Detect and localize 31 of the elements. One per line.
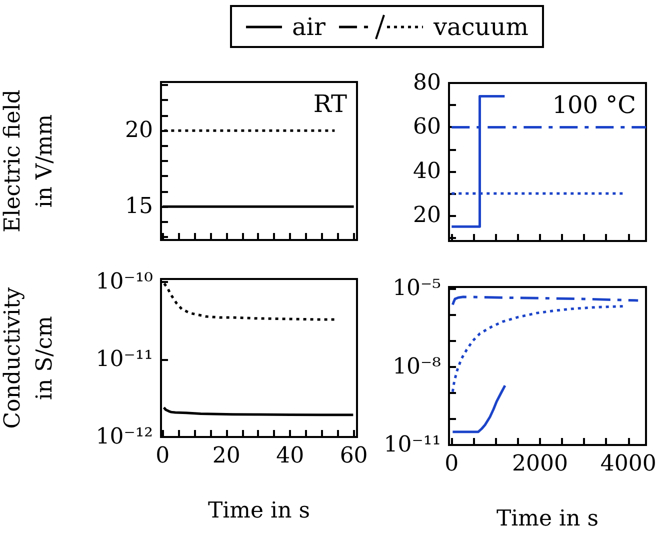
x-tick-label: 40 bbox=[276, 444, 304, 468]
x-tick-label: 60 bbox=[340, 444, 368, 468]
line-series bbox=[451, 384, 506, 434]
x-axis-title: Time in s bbox=[208, 498, 310, 524]
y-axis-title: Electric field in V/mm bbox=[0, 90, 58, 232]
y-tick-label: 10⁻¹¹ bbox=[96, 347, 153, 372]
y-tick-label: 15 bbox=[125, 194, 153, 220]
annotation: 100 °C bbox=[552, 91, 636, 119]
line-series bbox=[451, 296, 640, 306]
y-tick-label: 80 bbox=[413, 70, 441, 96]
x-tick-label: 4000 bbox=[600, 452, 656, 476]
y-tick-label: 20 bbox=[125, 118, 153, 144]
line-series bbox=[162, 406, 354, 416]
legend-label: vacuum bbox=[433, 12, 528, 40]
y-tick-label: 10⁻¹¹ bbox=[384, 432, 441, 458]
y-tick-label: 10⁻⁸ bbox=[392, 354, 442, 380]
y-tick-label: 40 bbox=[413, 158, 441, 184]
annotation: RT bbox=[313, 90, 347, 118]
line-series bbox=[451, 305, 625, 394]
x-tick-label: 0 bbox=[156, 444, 170, 468]
y-tick-label: 10⁻¹⁰ bbox=[96, 270, 154, 295]
y-tick-label: 10⁻¹² bbox=[96, 424, 153, 450]
y-axis-title: Conductivity in S/cm bbox=[0, 286, 58, 429]
y-tick-label: 20 bbox=[413, 203, 441, 228]
x-tick-label: 0 bbox=[444, 452, 459, 476]
y-tick-label: 10⁻⁵ bbox=[392, 276, 441, 302]
x-tick-label: 20 bbox=[212, 444, 240, 468]
y-tick-label: 60 bbox=[413, 114, 441, 140]
x-tick-label: 2000 bbox=[512, 452, 568, 476]
x-axis-title: Time in s bbox=[496, 506, 599, 532]
legend-label: air bbox=[292, 12, 326, 40]
